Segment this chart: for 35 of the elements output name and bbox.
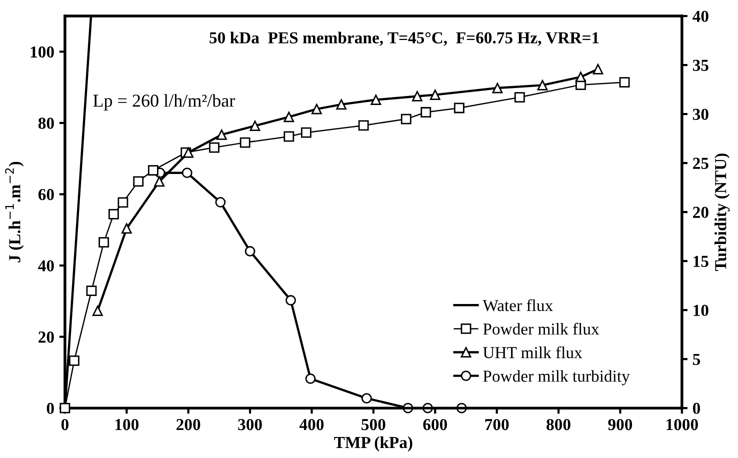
y2-axis-title: Turbidity (NTU): [714, 154, 730, 271]
x-tick-label: 800: [546, 418, 570, 430]
x-tick-label: 900: [608, 418, 632, 430]
y-tick-label: 40: [38, 260, 54, 272]
legend-label: Powder milk turbidity: [483, 370, 630, 386]
x-axis-title: TMP (kPa): [334, 436, 412, 452]
y2-tick-label: 40: [692, 10, 708, 22]
y-tick-label: 100: [30, 46, 54, 58]
y2-tick-label: 5: [692, 354, 700, 366]
x-tick-label: 1000: [666, 418, 698, 430]
x-tick-label: 400: [299, 418, 324, 430]
x-tick-label: 600: [423, 418, 447, 430]
y-tick-label: 0: [46, 402, 54, 414]
x-tick-label: 300: [238, 418, 262, 430]
annotation: Lp = 260 l/h/m²/bar: [93, 94, 236, 110]
y2-tick-label: 0: [692, 402, 700, 414]
y-tick-label: 20: [38, 331, 54, 343]
y2-tick-label: 35: [692, 60, 708, 71]
legend-label: UHT milk flux: [483, 346, 582, 358]
y-tick-label: 60: [38, 188, 54, 200]
legend-label: Water flux: [482, 299, 553, 312]
y2-tick-label: 20: [693, 206, 708, 218]
y2-tick-label: 25: [693, 158, 708, 169]
text: 50 kDa PES membrane, T=45°C, F=60.75 Hz, VRR=1: [210, 32, 599, 46]
y2-tick-label: 30: [692, 108, 708, 120]
x-tick-label: 200: [176, 418, 200, 430]
y2-tick-label: 15: [694, 256, 708, 268]
x-tick-label: 700: [485, 418, 509, 430]
legend-label: Powder milk flux: [483, 322, 600, 335]
x-tick-label: 100: [115, 418, 139, 430]
y2-tick-label: 10: [694, 304, 708, 316]
y-axis-title: J (L.h$^{−1}$.m$^{−2}$): [5, 162, 24, 262]
x-tick-label: 0: [61, 418, 68, 430]
y-tick-label: 80: [38, 118, 54, 129]
x-tick-label: 500: [362, 418, 386, 430]
